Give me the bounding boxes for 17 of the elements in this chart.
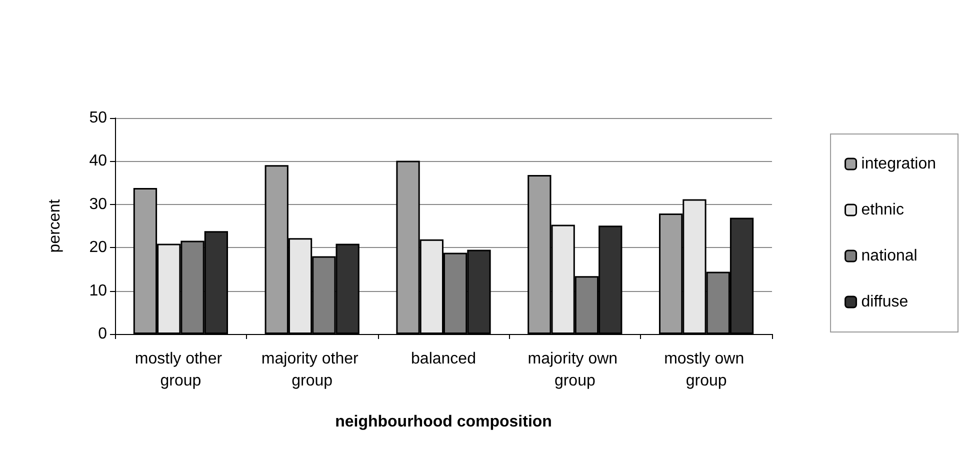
x-tick-label: balanced bbox=[411, 350, 476, 368]
y-tick-label: 40 bbox=[89, 152, 108, 170]
legend-label: integration bbox=[861, 156, 936, 172]
legend-label: ethnic bbox=[861, 202, 904, 218]
x-tick-label: mostly other group bbox=[134, 350, 226, 390]
y-axis-title: percent bbox=[46, 198, 64, 253]
legend-label: national bbox=[861, 248, 918, 264]
y-tick-label: 0 bbox=[98, 326, 108, 342]
legend-label: diffuse bbox=[861, 294, 908, 310]
x-tick-label: mostly own group bbox=[664, 350, 749, 390]
x-tick-label: majority other group bbox=[261, 350, 363, 390]
y-tick-label: 50 bbox=[89, 110, 108, 126]
x-tick-label: majority own group bbox=[528, 350, 622, 390]
y-tick-label: 30 bbox=[89, 196, 108, 213]
x-axis-title: neighbourhood composition bbox=[335, 414, 552, 430]
y-tick-label: 10 bbox=[89, 282, 108, 300]
y-tick-label: 20 bbox=[89, 239, 108, 256]
